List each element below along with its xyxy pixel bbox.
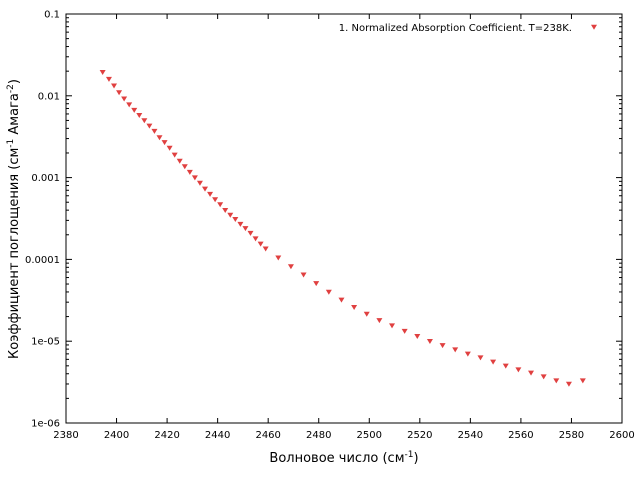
data-point bbox=[351, 305, 358, 311]
data-point bbox=[477, 355, 484, 361]
plot-frame bbox=[65, 13, 623, 424]
data-point bbox=[389, 323, 396, 329]
legend-label: 1. Normalized Absorption Coefficient. T=… bbox=[339, 23, 572, 34]
data-point bbox=[414, 334, 421, 340]
data-point bbox=[121, 96, 128, 102]
data-point bbox=[136, 112, 143, 118]
data-point bbox=[257, 241, 264, 247]
x-tick-label: 2480 bbox=[306, 430, 331, 441]
data-point bbox=[126, 102, 133, 108]
data-point bbox=[207, 191, 214, 197]
data-point bbox=[242, 226, 249, 232]
x-tick-label: 2500 bbox=[357, 430, 382, 441]
y-axis-label-end: ) bbox=[7, 79, 22, 84]
data-point bbox=[202, 186, 208, 192]
x-tick-label: 2520 bbox=[407, 430, 432, 441]
legend: 1. Normalized Absorption Coefficient. T=… bbox=[339, 23, 597, 34]
data-point bbox=[313, 281, 320, 287]
data-point bbox=[338, 297, 345, 303]
y-axis-label-mid: Амага bbox=[7, 93, 22, 139]
data-point bbox=[325, 289, 332, 295]
data-point bbox=[452, 347, 459, 353]
data-point bbox=[105, 76, 112, 82]
data-point bbox=[275, 255, 282, 261]
data-point bbox=[528, 370, 535, 376]
data-point bbox=[191, 175, 198, 181]
data-point bbox=[146, 123, 153, 129]
data-point bbox=[212, 197, 219, 203]
data-point bbox=[376, 318, 383, 324]
data-point bbox=[217, 202, 224, 208]
data-point bbox=[540, 374, 547, 380]
series-points bbox=[99, 70, 586, 387]
data-point bbox=[181, 164, 188, 170]
x-tick-label: 2600 bbox=[609, 430, 634, 441]
x-tick-label: 2420 bbox=[154, 430, 179, 441]
data-point bbox=[247, 230, 254, 236]
data-point bbox=[156, 135, 163, 141]
x-tick-label: 2580 bbox=[559, 430, 584, 441]
y-tick-label: 0.001 bbox=[31, 173, 60, 184]
data-point bbox=[166, 145, 173, 151]
data-point bbox=[252, 236, 259, 242]
data-point bbox=[171, 152, 178, 158]
data-point bbox=[222, 207, 229, 213]
data-point bbox=[141, 118, 148, 124]
data-point bbox=[439, 343, 446, 349]
x-tick-label: 2540 bbox=[458, 430, 483, 441]
data-point bbox=[401, 328, 408, 334]
data-point bbox=[232, 217, 239, 223]
y-tick-label: 1e-05 bbox=[31, 337, 60, 348]
data-point bbox=[176, 158, 183, 164]
data-point bbox=[490, 359, 497, 365]
y-axis: 0.1 0.01 0.001 0.0001 1e-05 1e-06 bbox=[25, 10, 622, 430]
legend-marker bbox=[591, 24, 597, 30]
y-axis-label: Коэффициент поглощения (см-1 Амага-2) bbox=[6, 79, 22, 359]
data-point bbox=[464, 351, 471, 357]
data-point bbox=[300, 272, 307, 278]
data-point bbox=[579, 378, 586, 384]
data-point bbox=[131, 107, 138, 113]
data-point bbox=[502, 363, 509, 369]
y-tick-label: 0.01 bbox=[38, 91, 60, 102]
x-tick-label: 2400 bbox=[104, 430, 129, 441]
x-axis-label: Волновое число (см-1) bbox=[269, 450, 418, 466]
data-point bbox=[196, 180, 203, 186]
y-tick-label: 1e-06 bbox=[31, 419, 60, 430]
data-point bbox=[116, 90, 123, 96]
data-point bbox=[111, 83, 118, 89]
data-point bbox=[151, 128, 158, 134]
x-tick-label: 2560 bbox=[508, 430, 533, 441]
x-axis: 2380 2400 2420 2440 2460 2480 2500 2520 2540 2560… bbox=[53, 14, 635, 441]
data-point bbox=[237, 221, 244, 227]
x-tick-label: 2460 bbox=[255, 430, 280, 441]
data-point bbox=[426, 339, 433, 344]
data-point bbox=[363, 311, 370, 317]
data-point bbox=[262, 246, 269, 252]
y-tick-label: 0.0001 bbox=[25, 255, 60, 266]
x-axis-label-end: ) bbox=[413, 451, 418, 466]
y-tick-label: 0.1 bbox=[44, 10, 60, 21]
data-point bbox=[161, 140, 168, 146]
data-point bbox=[99, 70, 106, 76]
data-point bbox=[565, 381, 572, 387]
x-tick-label: 2380 bbox=[53, 430, 78, 441]
x-tick-label: 2440 bbox=[205, 430, 230, 441]
data-point bbox=[186, 169, 193, 175]
data-point bbox=[553, 378, 560, 384]
data-point bbox=[287, 264, 294, 270]
data-point bbox=[515, 367, 522, 373]
data-point bbox=[227, 212, 234, 218]
y-axis-label-sup2: -2 bbox=[6, 84, 16, 93]
y-axis-label-sup1: -1 bbox=[6, 139, 16, 148]
x-axis-label-sup: -1 bbox=[405, 450, 414, 460]
